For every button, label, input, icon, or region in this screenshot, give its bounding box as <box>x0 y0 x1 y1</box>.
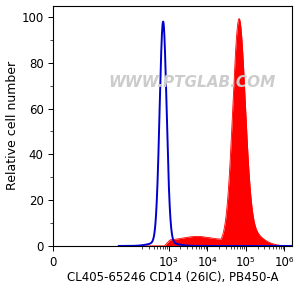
Y-axis label: Relative cell number: Relative cell number <box>6 61 19 190</box>
X-axis label: CL405-65246 CD14 (26IC), PB450-A: CL405-65246 CD14 (26IC), PB450-A <box>67 271 278 284</box>
Text: WWW.PTGLAB.COM: WWW.PTGLAB.COM <box>108 75 275 90</box>
